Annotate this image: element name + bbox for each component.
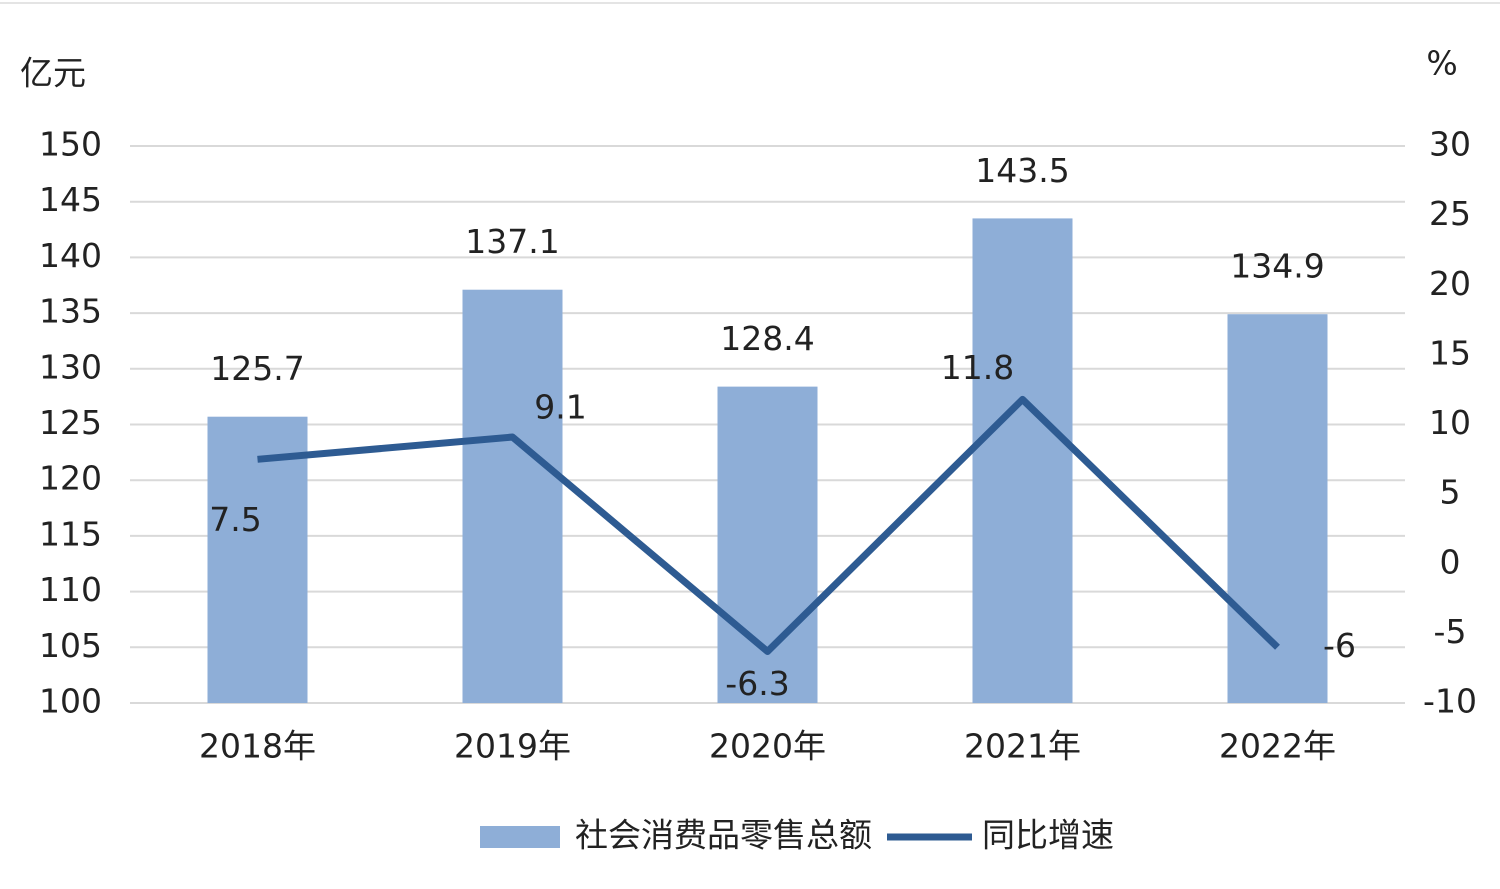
line-value-label: 7.5	[209, 500, 261, 539]
y2-tick-label: -5	[1434, 612, 1467, 651]
x-tick-label: 2018年	[199, 727, 316, 766]
bar	[462, 289, 563, 703]
y2-tick-label: 15	[1429, 333, 1471, 372]
y2-tick-label: 0	[1440, 542, 1461, 581]
y2-tick-label: -10	[1423, 682, 1477, 721]
bar	[1227, 314, 1328, 703]
x-tick-label: 2020年	[709, 727, 826, 766]
line-value-label: -6	[1323, 626, 1356, 665]
y2-tick-label: 25	[1429, 194, 1471, 233]
bar	[972, 218, 1073, 703]
line-value-label: 9.1	[534, 388, 586, 427]
legend-swatch	[480, 826, 560, 848]
x-tick-label: 2019年	[454, 727, 571, 766]
y-tick-label: 115	[39, 514, 102, 553]
y-axis-label: 亿元	[20, 54, 86, 93]
y2-tick-label: 10	[1429, 403, 1471, 442]
y-tick-label: 120	[39, 459, 102, 498]
bar-value-label: 143.5	[975, 151, 1069, 190]
legend-label: 同比增速	[982, 816, 1114, 855]
x-tick-label: 2022年	[1219, 727, 1336, 766]
y2-tick-label: 5	[1440, 473, 1461, 512]
bar-value-label: 125.7	[210, 349, 304, 388]
y-tick-label: 130	[39, 347, 102, 386]
y-tick-label: 110	[39, 570, 102, 609]
bar	[717, 386, 818, 703]
bar-value-label: 128.4	[720, 319, 814, 358]
bar	[207, 416, 308, 703]
y-tick-label: 150	[39, 125, 102, 164]
bar-value-label: 134.9	[1230, 247, 1324, 286]
y-tick-label: 100	[39, 682, 102, 721]
y-tick-label: 105	[39, 626, 102, 665]
line	[257, 395, 1280, 655]
line-value-label: 11.8	[941, 348, 1014, 387]
y-tick-label: 140	[39, 236, 102, 275]
line-value-label: -6.3	[725, 664, 789, 703]
bar-value-label: 137.1	[465, 222, 559, 261]
y-tick-label: 145	[39, 180, 102, 219]
y-tick-label: 125	[39, 403, 102, 442]
y2-axis-label: %	[1426, 44, 1457, 83]
y2-tick-label: 30	[1429, 125, 1471, 164]
y-tick-label: 135	[39, 292, 102, 331]
y2-tick-label: 20	[1429, 264, 1471, 303]
legend-label: 社会消费品零售总额	[575, 816, 872, 855]
x-tick-label: 2021年	[964, 727, 1081, 766]
